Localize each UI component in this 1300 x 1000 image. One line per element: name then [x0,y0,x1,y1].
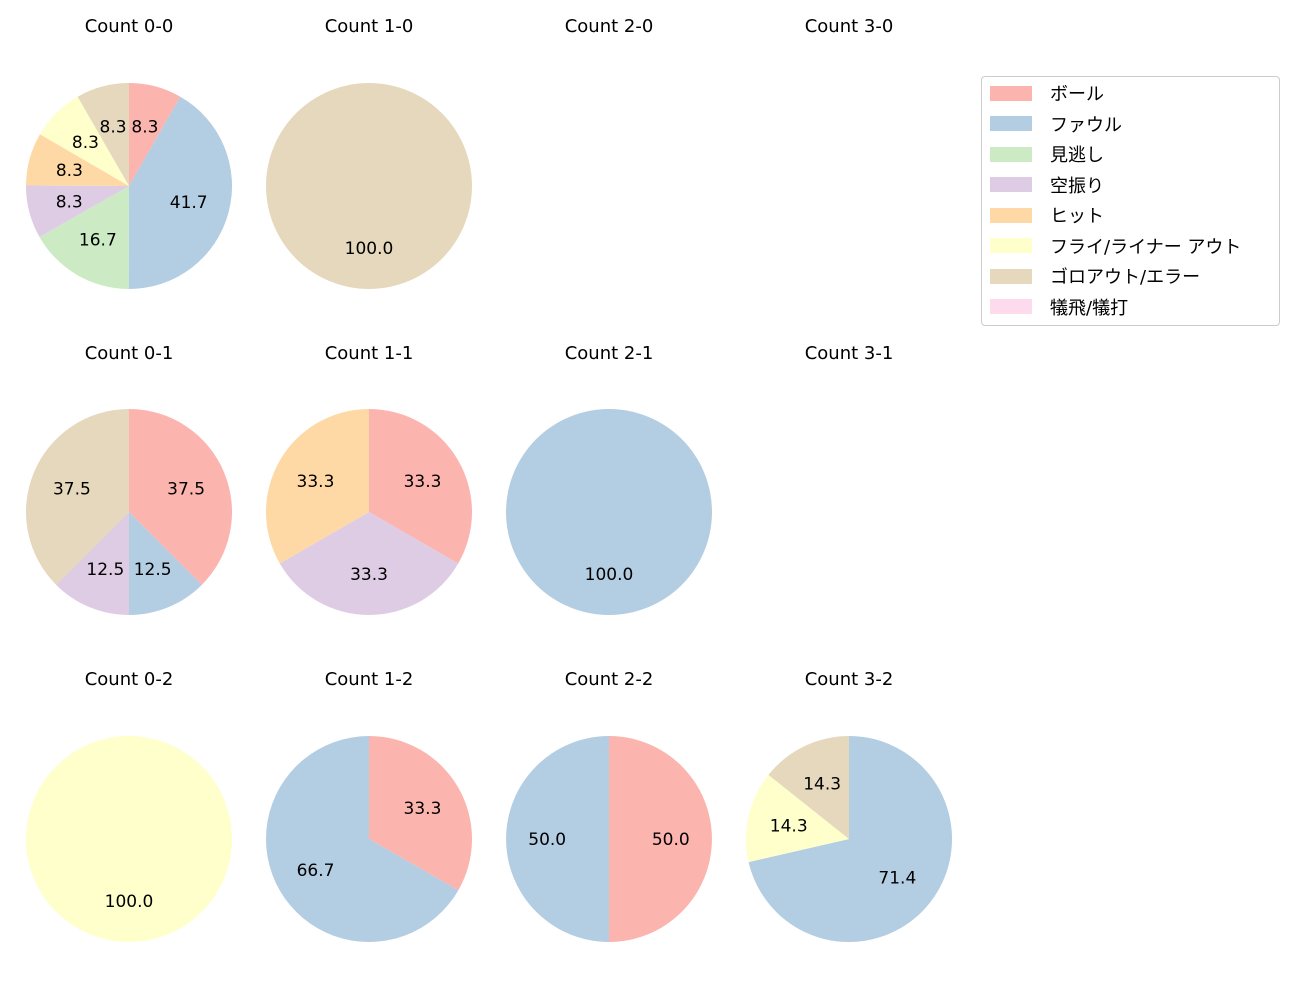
slice-label: 8.3 [72,133,99,153]
legend-label: 犠飛/犠打 [1050,297,1129,319]
pie-slice [26,736,232,942]
slice-label: 50.0 [652,830,690,850]
slice-label: 100.0 [585,565,634,585]
pie-slice [266,736,459,943]
slice-label: 33.3 [350,565,388,585]
slice-label: 8.3 [100,117,127,137]
chart-title: Count 0-1 [84,343,174,364]
legend-label: フライ/ライナー アウト [1050,236,1242,258]
slice-label: 8.3 [56,193,83,213]
pie-chart: 100.0 [506,409,712,615]
pie-slice [26,409,130,585]
pie-slice [748,736,952,942]
slice-label: 37.5 [53,479,91,499]
chart-title: Count 1-2 [324,669,414,690]
slice-label: 66.7 [297,861,335,881]
legend-item: 犠飛/犠打 [990,295,1128,319]
pie-slice [129,83,181,186]
pie-chart: 37.5 12.5 12.5 37.5 [26,409,232,615]
legend-swatch [990,299,1032,314]
pie-chart: 100.0 [266,83,472,289]
slice-label: 37.5 [167,479,205,499]
pie-slice [26,134,130,186]
pie-slice [768,736,849,839]
legend-item: フライ/ライナー アウト [990,234,1241,258]
pie-chart: 33.3 66.7 [266,736,472,943]
pie-slice [609,736,712,942]
pie-slice [39,186,129,289]
pie-slice [77,83,129,186]
pie-slice [129,409,232,585]
slice-label: 71.4 [878,868,916,888]
pie-chart: 8.341.716.78.38.38.38.3 [26,83,232,290]
pie-slice [506,736,609,942]
chart-title: Count 3-1 [804,343,894,364]
pie-slice [369,736,472,891]
slice-label: 33.3 [404,472,442,492]
chart-title: Count 1-0 [324,16,414,37]
legend-swatch [990,146,1032,162]
legend-label: ボール [1050,84,1104,105]
pie-slice [56,512,130,615]
pie-slice [746,774,849,863]
slice-label: 50.0 [528,830,566,850]
legend-swatch [990,116,1032,131]
chart-title: Count 0-0 [84,16,174,37]
legend-swatch [990,177,1032,192]
slice-label: 33.3 [404,799,442,819]
pie-slice [266,409,369,564]
pie-slice [129,512,202,615]
pie-chart: 50.0 50.0 [506,736,712,942]
pie-slice [39,96,129,186]
legend: ボールファウル見逃し空振りヒットフライ/ライナー アウト ゴロアウト/エラー 犠飛/… [981,76,1280,326]
legend-label: ヒット [1050,206,1104,227]
slice-label: 14.3 [803,774,841,794]
pie-slice [369,409,472,564]
chart-title: Count 0-2 [84,669,174,690]
legend-swatch [990,268,1032,284]
legend-swatch [990,85,1032,101]
slice-label: 100.0 [105,892,154,912]
slice-label: 8.3 [56,161,83,181]
chart-title: Count 3-0 [804,16,894,37]
legend-label: 空振り [1050,175,1104,197]
legend-label: ゴロアウト/エラー [1050,267,1201,288]
slice-label: 100.0 [345,239,394,259]
pie-chart: 100.0 [26,736,232,942]
slice-label: 8.3 [131,117,158,137]
pie-slice [266,83,472,289]
slice-label: 14.3 [770,816,808,836]
legend-item: 空振り [990,173,1104,197]
chart-title: Count 3-2 [804,669,894,690]
slice-label: 41.7 [170,193,208,213]
chart-title: Count 2-2 [564,669,654,690]
legend-item: ゴロアウト/エラー [990,264,1200,288]
chart-title: Count 2-0 [564,16,654,37]
pie-slice [506,409,712,615]
legend-label: ファウル [1050,114,1122,136]
legend-label: 見逃し [1050,145,1104,166]
pie-slice [26,185,129,237]
slice-label: 33.3 [297,472,335,492]
pie-chart: 33.3 33.3 33.3 [266,409,472,615]
pie-chart: 71.4 14.3 14.3 [746,736,952,942]
slice-label: 16.7 [79,230,117,250]
chart-title: Count 1-1 [324,343,414,364]
legend-swatch [990,238,1032,253]
legend-item: 見逃し [990,142,1104,166]
legend-swatch [990,207,1032,223]
slice-label: 12.5 [86,560,124,580]
legend-item: ヒット [990,203,1104,227]
legend-item: ボール [990,81,1104,105]
pie-slice [128,96,232,290]
slice-label: 12.5 [134,560,172,580]
legend-item: ファウル [990,112,1122,136]
chart-title: Count 2-1 [564,343,654,364]
